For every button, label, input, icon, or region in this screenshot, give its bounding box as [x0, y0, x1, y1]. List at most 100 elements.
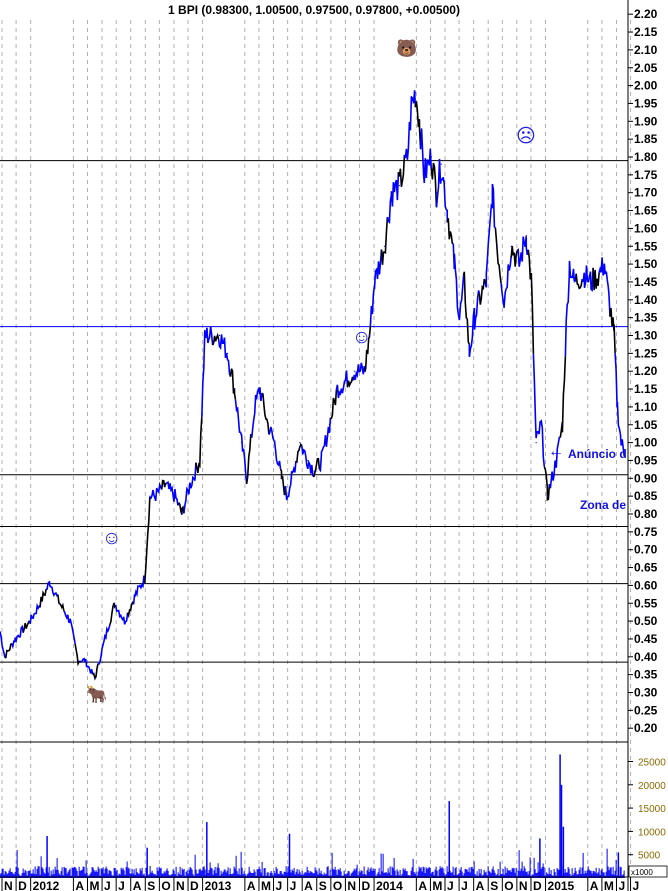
price-point [590, 281, 592, 283]
price-point [273, 442, 276, 444]
price-line-segment [284, 484, 292, 501]
price-point [373, 281, 376, 283]
x-tick-label: 2013 [205, 879, 232, 891]
price-line-segment [532, 353, 540, 439]
price-point [453, 263, 455, 265]
price-point [246, 477, 248, 479]
price-line-segment [11, 635, 18, 650]
price-line-segment [538, 419, 546, 467]
y-tick-label: 0.20 [634, 721, 658, 735]
price-line-segment [51, 586, 59, 597]
smiley-icon: ☺ [102, 528, 122, 549]
price-point [134, 595, 136, 597]
price-line-segment [318, 445, 326, 473]
price-line-segment [569, 268, 577, 283]
x-tick-label: N [519, 879, 528, 891]
y-tick-label: 0.45 [634, 632, 658, 646]
price-line-segment [240, 434, 248, 484]
price-point [598, 274, 600, 276]
x-tick-label: D [533, 879, 542, 891]
price-line-segment [446, 218, 454, 245]
price-line-segment [380, 216, 389, 265]
price-line-segment [374, 249, 383, 280]
x-tick-label: M [261, 879, 271, 891]
price-point [565, 327, 567, 329]
y-tick-label: 1.45 [634, 275, 658, 289]
price-point [368, 334, 370, 337]
price-line-segment [548, 460, 556, 489]
price-point [14, 638, 16, 640]
price-line-segment [16, 624, 24, 638]
price-line-segment [262, 393, 270, 435]
price-line-segment [510, 245, 518, 267]
y-tick-label: 2.20 [634, 7, 658, 21]
price-line-segment [505, 255, 513, 290]
x-tick-label: M [604, 879, 614, 891]
y-tick-label: 1.55 [634, 239, 658, 253]
price-point [414, 92, 417, 94]
price-line-segment [160, 479, 168, 490]
price-line-segment [462, 271, 471, 345]
x-tick-label: A [418, 879, 427, 891]
x-tick-label: O [161, 879, 170, 891]
price-point [608, 299, 610, 301]
price-point [181, 513, 183, 515]
price-line-segment [166, 480, 174, 496]
annotation-anuncio: Anúncio d [568, 447, 627, 461]
y-tick-label: 1.95 [634, 96, 658, 110]
price-point [343, 381, 346, 383]
price-point [291, 477, 293, 479]
smiley-icon: ☺ [352, 327, 372, 348]
price-line-segment [97, 640, 105, 665]
price-point [620, 442, 622, 444]
bear-icon: 🐻 [396, 39, 418, 58]
y-tick-label: 1.20 [634, 364, 658, 378]
price-line-segment [581, 265, 589, 288]
price-point [458, 317, 461, 319]
price-line-segment [268, 426, 275, 442]
y-tick-label: 1.85 [634, 132, 658, 146]
price-line-segment [313, 457, 321, 478]
price-point [530, 281, 533, 283]
price-line-segment [363, 326, 372, 373]
x-tick-label: 2015 [548, 879, 575, 891]
price-line-segment [189, 462, 197, 489]
price-point [623, 452, 626, 454]
x-tick-label: A [133, 879, 142, 891]
x-tick-label: M [89, 879, 99, 891]
price-point [104, 638, 106, 640]
price-line-segment [63, 610, 71, 624]
price-point [583, 274, 586, 276]
price-line-segment [598, 257, 606, 276]
y-tick-label: 0.65 [634, 561, 658, 575]
price-point [69, 620, 71, 622]
volume-tick-label: 25000 [638, 758, 666, 769]
price-line-segment [409, 90, 417, 131]
unit-box [628, 865, 668, 878]
price-line-segment [183, 482, 191, 514]
price-line-segment [564, 260, 572, 357]
x-tick-label: A [247, 879, 256, 891]
volume-unit-label: x1000 [631, 868, 653, 877]
y-tick-label: 0.40 [634, 650, 658, 664]
price-point [307, 459, 309, 462]
price-point [84, 659, 86, 661]
price-point [398, 184, 401, 187]
price-point [423, 174, 425, 176]
price-point [535, 442, 537, 444]
price-line-segment [592, 267, 600, 291]
price-line-segment [172, 488, 180, 506]
price-line-segment [103, 624, 111, 642]
price-line-segment [109, 602, 117, 625]
price-point [496, 245, 498, 247]
y-tick-label: 1.30 [634, 329, 658, 343]
price-line-segment [323, 417, 332, 447]
price-point [49, 581, 51, 583]
price-line-segment [5, 642, 13, 659]
price-line-segment [489, 183, 496, 229]
price-point [209, 334, 211, 337]
price-line-segment [358, 362, 366, 375]
price-line-segment [468, 307, 476, 358]
x-tick-label: N [176, 879, 185, 891]
price-line-segment [229, 368, 237, 400]
